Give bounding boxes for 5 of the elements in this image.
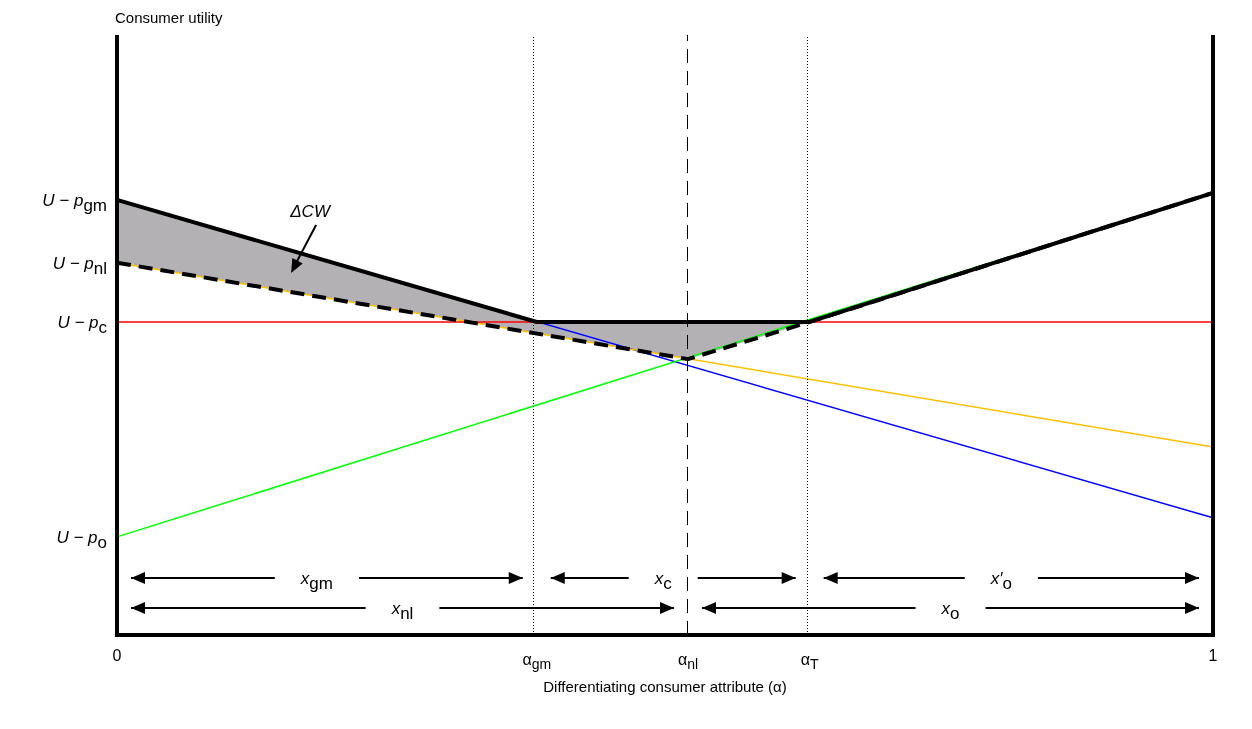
x-axis-title: Differentiating consumer attribute (α) [543, 678, 787, 695]
x-tick-label: 0 [112, 646, 122, 664]
x-tick-label: 1 [1208, 646, 1218, 664]
annotation: ΔCW [289, 201, 332, 221]
text: Consumer utility [115, 9, 224, 26]
